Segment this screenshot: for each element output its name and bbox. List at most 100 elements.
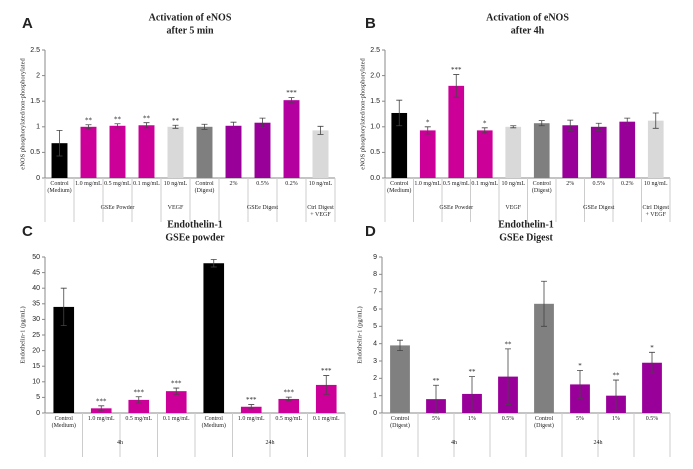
y-tick-label: 0.0 xyxy=(370,175,380,182)
bar xyxy=(570,384,590,413)
x-tick-label: Control (Digest) xyxy=(534,416,554,429)
x-tick-label: Control (Medium) xyxy=(201,416,226,429)
x-tick-label-box: 0.5 mg/mL xyxy=(125,416,153,422)
bar xyxy=(254,122,271,178)
bar xyxy=(312,130,329,178)
error-bar xyxy=(567,119,574,131)
x-tick-label: 0.1 mg/mL xyxy=(471,181,499,187)
group-label-box: VEGF xyxy=(505,205,521,211)
x-tick-label-box: 0.1 mg/mL xyxy=(133,181,160,187)
bar xyxy=(642,362,662,413)
x-tick-label-box: 1% xyxy=(468,416,476,422)
significance: * xyxy=(483,119,487,127)
x-tick-label: Control (Digest) xyxy=(531,181,552,194)
error-bar xyxy=(288,97,295,104)
x-tick-label-box: 10 ng/mL xyxy=(309,181,333,187)
x-tick-label-box: 0.1 mg/mL xyxy=(312,416,340,422)
x-tick-label: 0.5 mg/mL xyxy=(442,181,470,187)
panel-label: A xyxy=(22,15,33,32)
y-tick-label: 35 xyxy=(32,301,40,308)
x-tick-label-box: 0.5% xyxy=(646,416,659,422)
x-tick-label: 5% xyxy=(432,416,440,422)
y-tick-label: 50 xyxy=(32,254,40,261)
group-label: 4h xyxy=(117,440,123,446)
bar xyxy=(167,126,184,178)
group-label-box: GSEe Powder xyxy=(439,205,473,211)
y-tick-label: 0 xyxy=(36,175,40,182)
significance: *** xyxy=(246,396,257,404)
y-tick-label: 0.5 xyxy=(30,149,40,156)
error-bar xyxy=(397,339,403,351)
x-tick-label-box: 10 ng/mL xyxy=(164,181,188,187)
bar xyxy=(196,126,213,178)
bar xyxy=(53,306,75,413)
bar xyxy=(533,123,550,178)
group-label: 24h xyxy=(265,440,275,446)
x-tick-label: 1.0 mg/mL xyxy=(87,416,115,422)
bar xyxy=(391,112,408,178)
y-tick-label: 3 xyxy=(373,358,377,365)
bar xyxy=(390,345,410,413)
error-bar xyxy=(577,370,583,399)
error-bar xyxy=(453,74,460,98)
x-tick-label-box: 0.5 mg/mL xyxy=(442,181,470,187)
y-tick-label: 8 xyxy=(373,271,377,278)
y-tick-label: 25 xyxy=(32,332,40,339)
x-tick-label: 0.5 mg/mL xyxy=(104,181,131,187)
error-bar xyxy=(85,124,92,130)
significance: ** xyxy=(505,340,513,348)
x-tick-label: Control (Digest) xyxy=(390,416,410,429)
x-tick-label: Control (Medium) xyxy=(47,181,72,194)
significance: *** xyxy=(321,367,332,375)
error-bar xyxy=(317,125,324,135)
y-tick-label: 2 xyxy=(373,375,377,382)
x-tick-label: 0.5 mg/mL xyxy=(125,416,153,422)
significance: *** xyxy=(284,389,295,397)
x-tick-label-box: 0.5% xyxy=(593,181,606,187)
error-bar xyxy=(230,121,237,130)
group-label-box: VEGF xyxy=(168,205,184,211)
y-tick-label: 1.5 xyxy=(370,98,380,105)
x-tick-label-box: 1.0 mg/mL xyxy=(414,181,441,187)
y-axis-label: eNOS phosphorylated/non-phosphorylated xyxy=(359,58,366,170)
error-bar xyxy=(172,124,179,129)
chart-title: Activation of eNOS xyxy=(149,12,232,23)
error-bar xyxy=(624,117,631,126)
bar xyxy=(278,398,300,413)
group-label-box: Ctrl Digest + VEGF xyxy=(643,205,670,218)
group-label: GSEe Digest xyxy=(246,205,279,211)
y-tick-label: 6 xyxy=(373,306,377,313)
x-tick-label-box: 0.1 mg/mL xyxy=(162,416,190,422)
group-label: Ctrl Digest + VEGF xyxy=(307,205,334,218)
bar xyxy=(448,85,465,178)
error-bar xyxy=(505,348,511,405)
significance: ** xyxy=(172,117,180,125)
error-bar xyxy=(259,117,266,128)
panel-label: C xyxy=(22,223,33,240)
group-label: 4h xyxy=(451,440,457,446)
significance: ** xyxy=(143,114,151,122)
y-tick-label: 5 xyxy=(36,394,40,401)
x-tick-label: 0.1 mg/mL xyxy=(162,416,190,422)
error-bar xyxy=(510,125,517,129)
y-tick-label: 1 xyxy=(373,393,377,400)
bar xyxy=(109,125,126,178)
y-axis-label: eNOS phosphorylated/non-phosphorylated xyxy=(19,58,26,170)
significance: ** xyxy=(469,368,477,376)
y-tick-label: 30 xyxy=(32,316,40,323)
chart-subtitle: after 5 min xyxy=(166,25,213,36)
bar xyxy=(128,399,150,413)
x-tick-label: 10 ng/mL xyxy=(501,181,526,187)
y-tick-label: 7 xyxy=(373,289,377,296)
error-bar xyxy=(56,129,63,157)
chart-title: Activation of eNOS xyxy=(486,12,569,23)
y-axis-label: Endothelin-1 (pg/mL) xyxy=(19,306,26,363)
y-tick-label: 1.0 xyxy=(370,124,380,131)
significance: *** xyxy=(96,397,107,405)
x-tick-label: 10 ng/mL xyxy=(644,181,668,187)
y-tick-label: 15 xyxy=(32,363,40,370)
bar xyxy=(315,384,337,413)
bar xyxy=(240,406,262,413)
x-tick-label: 0.1 mg/mL xyxy=(312,416,340,422)
error-bar xyxy=(135,396,142,404)
